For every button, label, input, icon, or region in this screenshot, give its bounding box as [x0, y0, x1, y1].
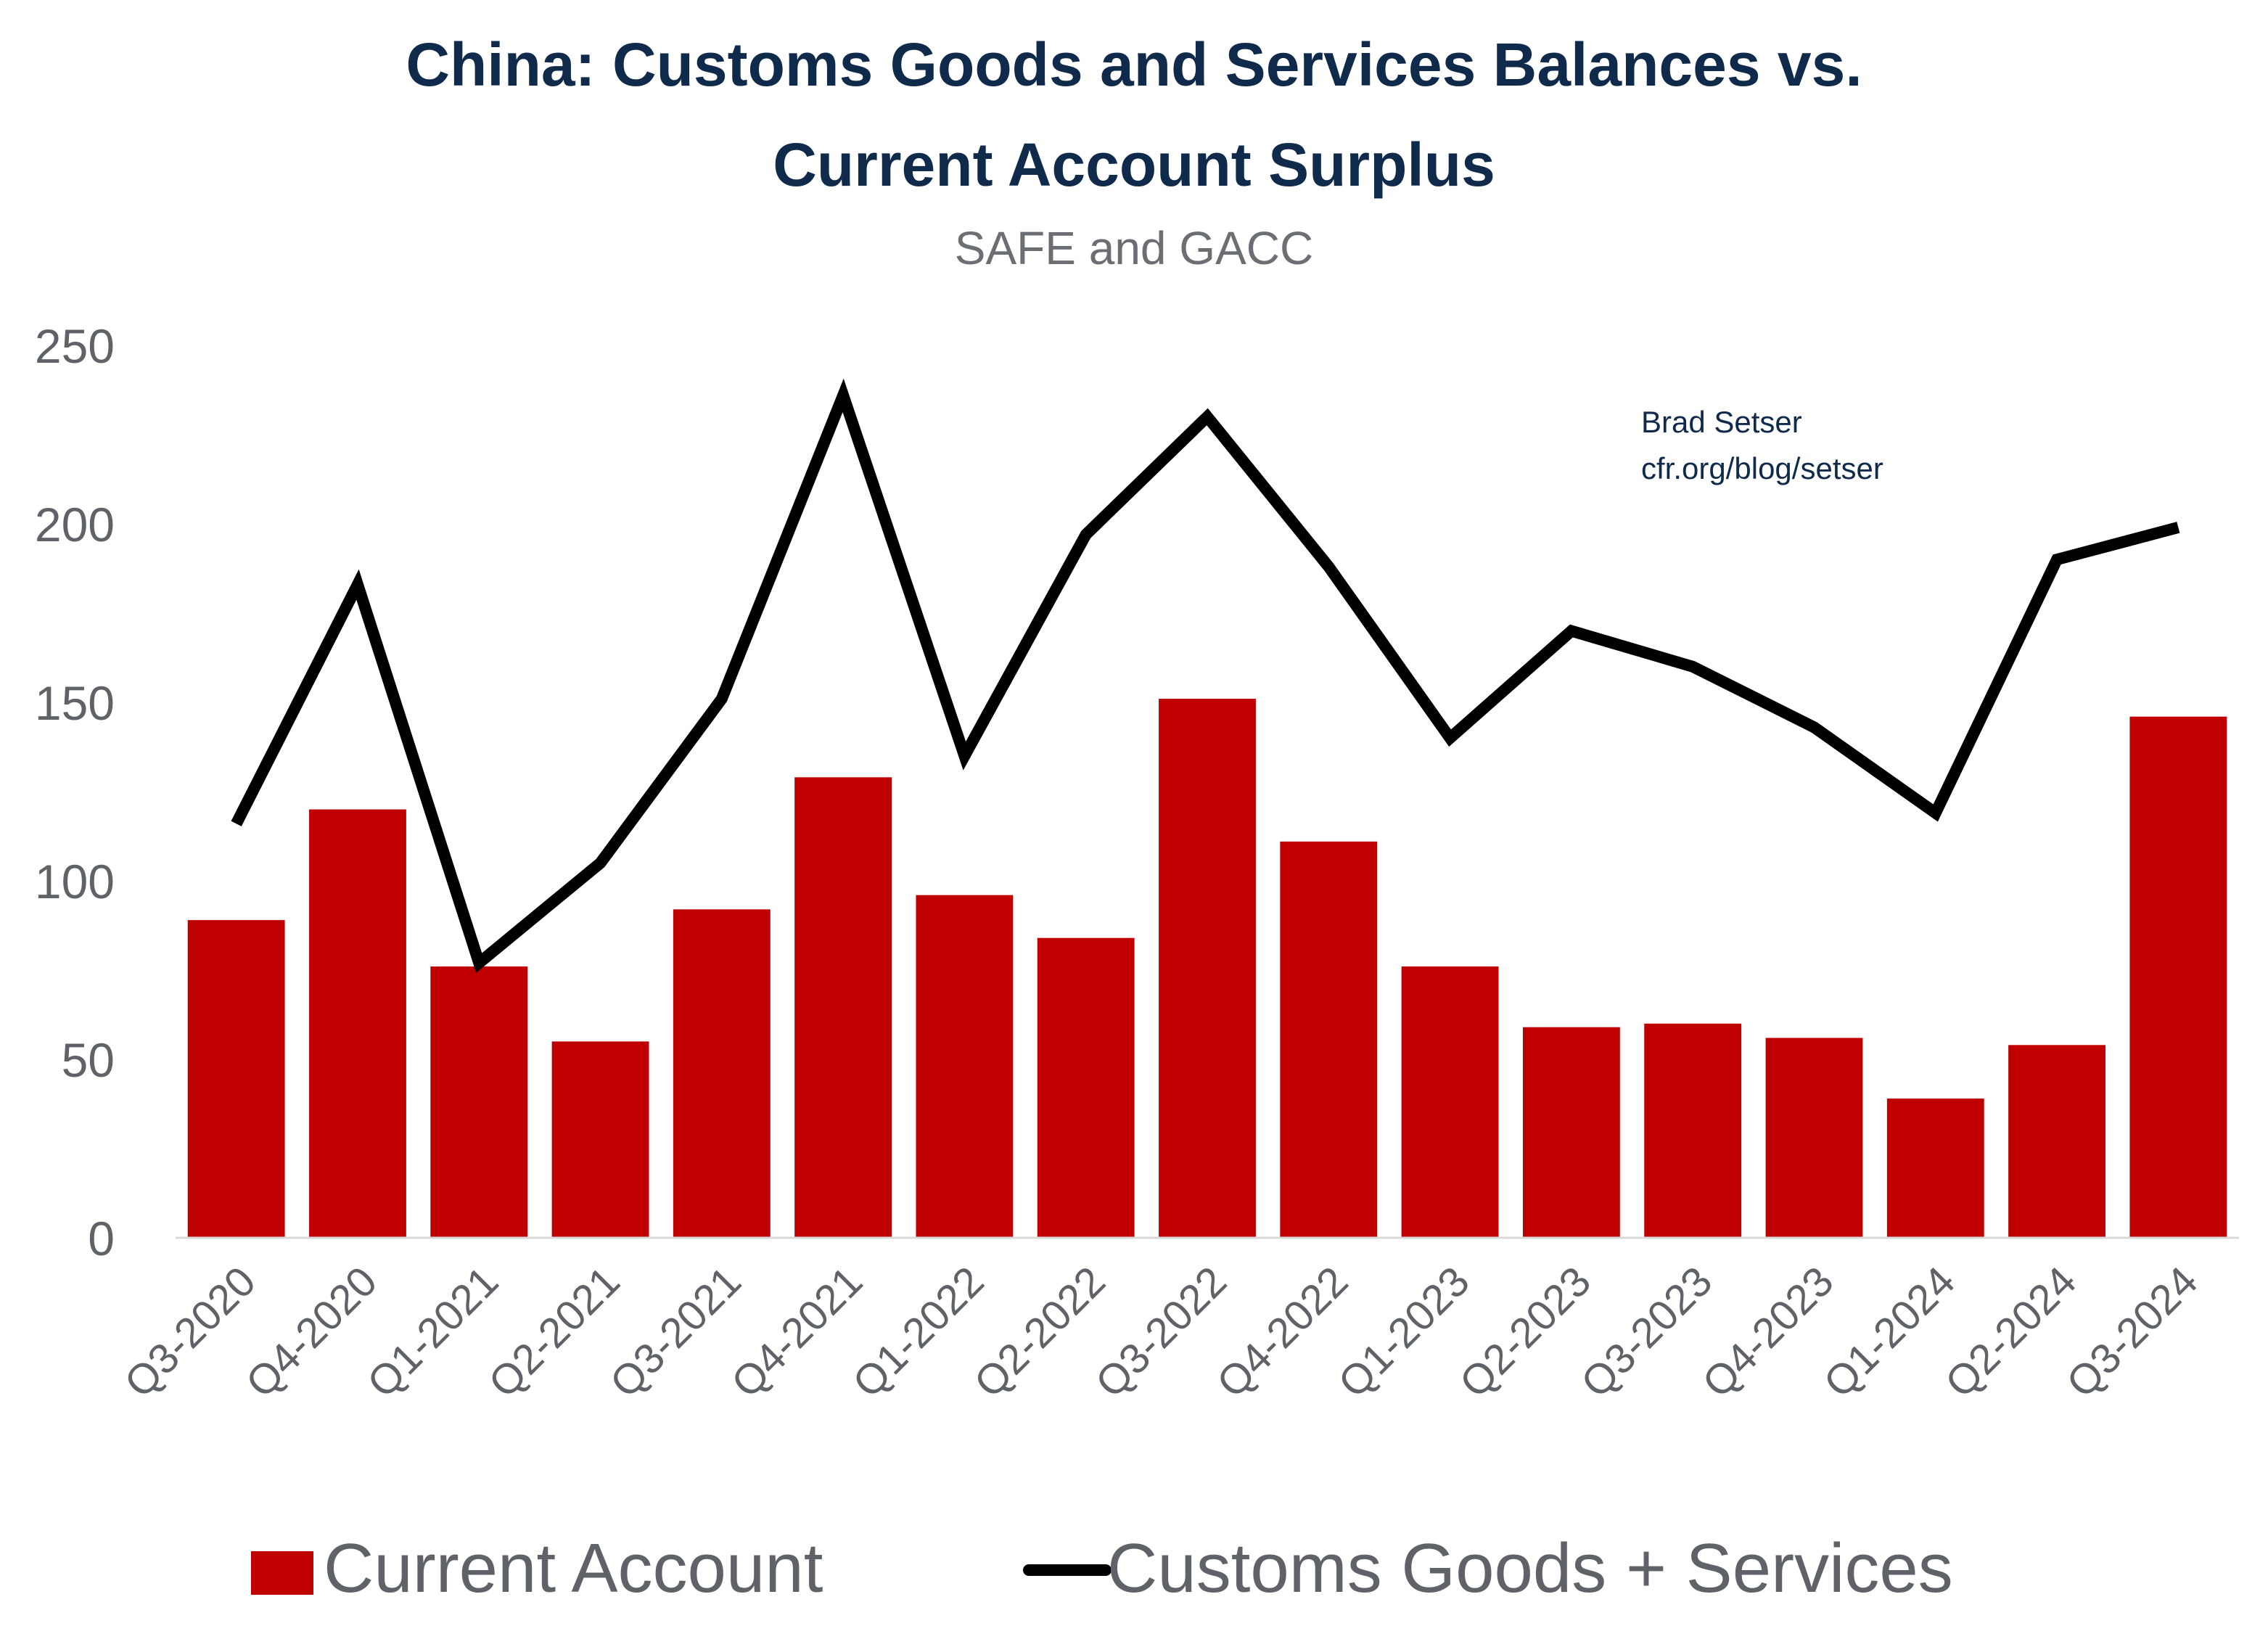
x-tick-label: Q2-2021 — [480, 1257, 629, 1407]
x-tick-label: Q1-2022 — [844, 1257, 993, 1407]
bar-current-account — [1280, 841, 1378, 1238]
y-tick-label: 50 — [62, 1033, 115, 1087]
line-series-customs — [231, 378, 2180, 973]
x-tick-label: Q4-2020 — [237, 1257, 387, 1407]
bar-current-account — [2129, 716, 2227, 1238]
chart-title-line1: China: Customs Goods and Services Balanc… — [406, 30, 1862, 99]
line-customs-goods-services — [231, 378, 2180, 973]
bar-current-account — [430, 966, 528, 1238]
bar-current-account — [309, 809, 406, 1238]
x-tick-label: Q1-2023 — [1329, 1257, 1479, 1407]
y-tick-label: 150 — [35, 676, 115, 730]
bar-current-account — [1522, 1027, 1620, 1238]
x-tick-label: Q1-2024 — [1815, 1257, 1964, 1407]
bar-series-current-account — [187, 699, 2227, 1238]
x-tick-label: Q2-2024 — [1936, 1257, 2086, 1407]
x-tick-label: Q4-2021 — [723, 1257, 872, 1407]
legend: Current Account Customs Goods + Services — [251, 1529, 1953, 1607]
x-tick-label: Q2-2023 — [1451, 1257, 1601, 1407]
x-tick-label: Q3-2022 — [1087, 1257, 1236, 1407]
x-tick-label: Q3-2021 — [601, 1257, 750, 1407]
x-tick-label: Q1-2021 — [358, 1257, 508, 1407]
y-tick-label: 200 — [35, 498, 115, 551]
legend-label-customs: Customs Goods + Services — [1107, 1529, 1953, 1607]
bar-current-account — [1037, 937, 1135, 1238]
bar-current-account — [1401, 966, 1499, 1238]
bar-current-account — [1159, 699, 1256, 1238]
x-tick-label: Q3-2023 — [1572, 1257, 1722, 1407]
author-note-name: Brad Setser — [1641, 405, 1802, 439]
chart-title-line2: Current Account Surplus — [773, 131, 1495, 199]
x-tick-label: Q2-2022 — [965, 1257, 1114, 1407]
bar-current-account — [794, 777, 892, 1238]
author-note-url: cfr.org/blog/setser — [1641, 451, 1883, 485]
bar-current-account — [1765, 1038, 1863, 1238]
bar-current-account — [916, 895, 1014, 1238]
chart-subtitle: SAFE and GACC — [955, 222, 1313, 274]
bar-current-account — [673, 909, 771, 1238]
legend-swatch-current-account — [251, 1551, 313, 1595]
legend-label-current-account: Current Account — [324, 1529, 823, 1607]
bar-current-account — [1644, 1023, 1742, 1238]
y-tick-label: 100 — [35, 855, 115, 908]
x-tick-label: Q4-2023 — [1693, 1257, 1843, 1407]
bar-current-account — [1886, 1098, 1984, 1238]
y-tick-label: 250 — [35, 319, 115, 373]
bar-current-account — [2008, 1045, 2105, 1238]
x-tick-label: Q3-2024 — [2058, 1257, 2207, 1407]
y-axis: 0 50 100 150 200 250 — [35, 319, 115, 1265]
y-tick-label: 0 — [88, 1212, 115, 1265]
bar-current-account — [551, 1041, 649, 1238]
x-axis: Q3-2020Q4-2020Q1-2021Q2-2021Q3-2021Q4-20… — [115, 1257, 2206, 1407]
bar-current-account — [187, 920, 285, 1238]
x-tick-label: Q3-2020 — [115, 1257, 265, 1407]
x-tick-label: Q4-2022 — [1208, 1257, 1357, 1407]
